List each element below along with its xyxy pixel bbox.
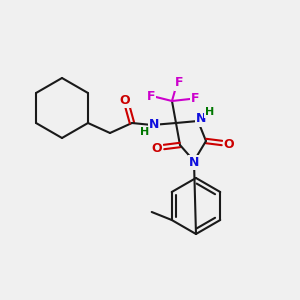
- Text: H: H: [140, 127, 150, 137]
- Text: O: O: [224, 137, 234, 151]
- Text: N: N: [149, 118, 159, 130]
- Text: O: O: [120, 94, 130, 106]
- Text: O: O: [152, 142, 162, 154]
- Text: F: F: [147, 89, 155, 103]
- Text: F: F: [175, 76, 183, 89]
- Text: N: N: [196, 112, 206, 125]
- Text: N: N: [189, 155, 199, 169]
- Text: H: H: [206, 107, 214, 117]
- Text: F: F: [191, 92, 199, 104]
